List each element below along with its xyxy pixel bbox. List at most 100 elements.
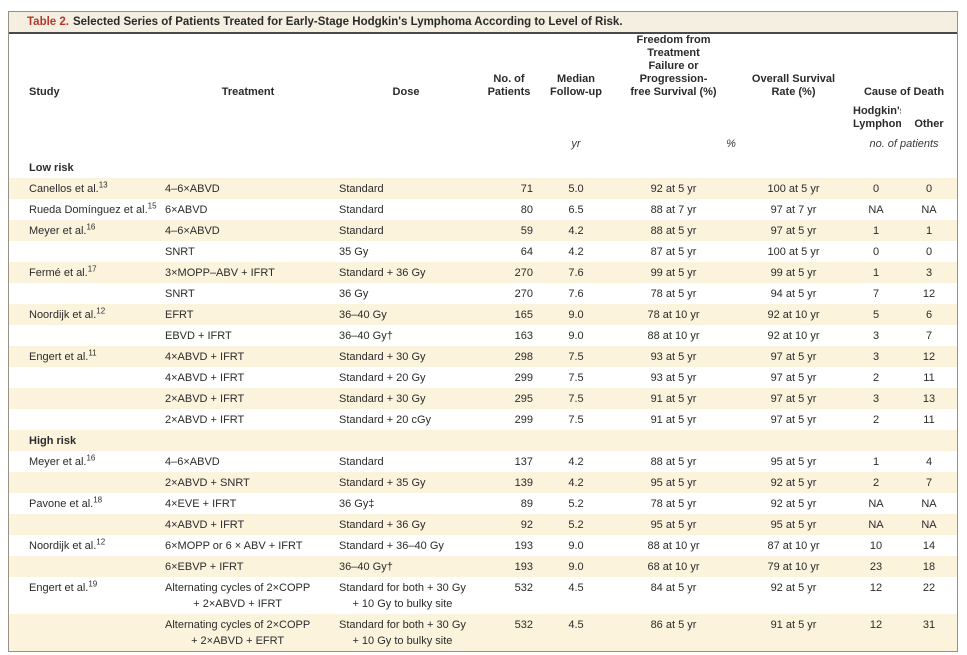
dose-cell: Standard + 30 Gy (339, 393, 426, 405)
header-followup: Median Follow-up (550, 73, 602, 98)
patients-cell: 299 (514, 372, 533, 384)
fftf-cell: 88 at 10 yr (647, 330, 700, 342)
dose-cell: 36 Gy‡ (339, 498, 375, 510)
table-row: Meyer et al.16 4–6×ABVD Standard 137 4.2 88 a… (9, 451, 957, 472)
hl-cell: 1 (872, 267, 880, 279)
followup-cell: 9.0 (568, 330, 584, 342)
fftf-cell: 78 at 5 yr (650, 288, 697, 300)
os-cell: 97 at 5 yr (770, 351, 817, 363)
patients-cell: 59 (520, 225, 533, 237)
study-cell: Meyer et al.16 (29, 222, 96, 237)
followup-cell: 4.5 (568, 619, 584, 631)
dose-cell: Standard + 36–40 Gy (339, 540, 444, 552)
dose-cell: Standard (339, 456, 384, 468)
followup-cell: 4.5 (568, 582, 584, 594)
table-header: Study Treatment Dose No. of Patients Med… (9, 34, 957, 157)
hl-cell: 7 (872, 288, 880, 300)
study-cell: Engert et al.11 (29, 348, 97, 363)
other-cell: 18 (922, 561, 936, 573)
dose-cell: 36–40 Gy† (339, 330, 393, 342)
table-row: Meyer et al.16 4–6×ABVD Standard 59 4.2 88 at… (9, 220, 958, 241)
followup-cell: 7.6 (568, 267, 584, 279)
patients-cell: 92 (520, 519, 533, 531)
followup-cell: 7.5 (568, 393, 584, 405)
header-cause-hodgkins: Hodgkin's Lymphoma (853, 105, 901, 130)
treatment-cell: 6×MOPP or 6 × ABV + IFRT (165, 540, 303, 552)
patients-cell: 193 (514, 561, 533, 573)
patients-cell: 137 (514, 456, 533, 468)
section-row: Low risk (9, 157, 957, 178)
hl-cell: NA (868, 204, 884, 216)
data-table: Study Treatment Dose No. of Patients Med… (9, 34, 958, 651)
treatment-cell: EFRT (165, 309, 194, 321)
patients-cell: 64 (520, 246, 533, 258)
header-cause-other: Other (914, 118, 944, 130)
followup-cell: 5.2 (568, 519, 584, 531)
study-cell (9, 472, 161, 493)
table-row: EBVD + IFRT 36–40 Gy† 163 9.0 88 at 10 yr 92 … (9, 325, 957, 346)
header-dose: Dose (392, 86, 420, 98)
study-cell: Noordijk et al.12 (29, 306, 106, 321)
patients-cell: 270 (514, 288, 533, 300)
patients-cell: 80 (520, 204, 533, 216)
section-label: High risk (29, 435, 77, 447)
patients-cell: 89 (520, 498, 533, 510)
dose-cell: Standard + 20 cGy (339, 414, 432, 426)
other-cell: 12 (922, 288, 936, 300)
treatment-cell: 4×ABVD + IFRT (165, 351, 245, 363)
dose-cell: Standard for both + 30 Gy + 10 Gy to bul… (339, 582, 466, 610)
followup-cell: 9.0 (568, 309, 584, 321)
treatment-cell: 4×EVE + IFRT (165, 498, 237, 510)
os-cell: 87 at 10 yr (767, 540, 820, 552)
os-cell: 97 at 5 yr (770, 225, 817, 237)
patients-cell: 71 (520, 183, 533, 195)
unit-followup: yr (571, 137, 581, 150)
header-row-sub: Hodgkin's Lymphoma Other (9, 101, 957, 133)
patients-cell: 193 (514, 540, 533, 552)
hl-cell: 0 (872, 183, 880, 195)
os-cell: 95 at 5 yr (770, 519, 817, 531)
os-cell: 79 at 10 yr (767, 561, 820, 573)
treatment-cell: 2×ABVD + SNRT (165, 477, 250, 489)
table-row: 6×EBVP + IFRT 36–40 Gy† 193 9.0 68 at 10 yr 7… (9, 556, 958, 577)
patients-cell: 270 (514, 267, 533, 279)
hl-cell: 1 (872, 456, 880, 468)
fftf-cell: 88 at 5 yr (650, 225, 697, 237)
table-title-bar: Table 2. Selected Series of Patients Trea… (9, 12, 957, 34)
dose-cell: Standard + 36 Gy (339, 519, 426, 531)
followup-cell: 5.2 (568, 498, 584, 510)
os-cell: 92 at 5 yr (770, 498, 817, 510)
hl-cell: 12 (869, 582, 883, 594)
study-cell: Meyer et al.16 (29, 453, 96, 468)
study-cell (9, 325, 161, 346)
treatment-cell: 6×ABVD (165, 204, 208, 216)
header-row-main: Study Treatment Dose No. of Patients Med… (9, 34, 957, 101)
other-cell: NA (921, 519, 937, 531)
other-cell: 7 (925, 477, 933, 489)
table-row: Engert et al.19 Alternating cycles of 2×C… (9, 577, 957, 614)
fftf-cell: 88 at 5 yr (650, 456, 697, 468)
hl-cell: 3 (872, 393, 880, 405)
hl-cell: 23 (869, 561, 883, 573)
unit-cause: no. of patients (869, 137, 939, 150)
treatment-cell: SNRT (165, 246, 195, 258)
hl-cell: NA (868, 498, 884, 510)
dose-cell: 36–40 Gy† (339, 561, 393, 573)
os-cell: 100 at 5 yr (767, 183, 820, 195)
treatment-cell: Alternating cycles of 2×COPP + 2×ABVD + … (165, 582, 311, 610)
other-cell: NA (921, 204, 937, 216)
os-cell: 97 at 5 yr (770, 393, 817, 405)
dose-cell: Standard + 30 Gy (339, 351, 426, 363)
units-spacer (9, 133, 541, 157)
other-cell: 11 (923, 372, 935, 384)
hl-cell: 0 (872, 246, 880, 258)
hl-cell: 3 (872, 330, 880, 342)
dose-cell: Standard + 20 Gy (339, 372, 426, 384)
hl-cell: 10 (869, 540, 883, 552)
hl-cell: NA (868, 519, 884, 531)
section-label: Low risk (29, 162, 74, 174)
fftf-cell: 92 at 5 yr (650, 183, 697, 195)
study-cell (9, 556, 161, 577)
patients-cell: 299 (514, 414, 533, 426)
study-cell (9, 514, 161, 535)
